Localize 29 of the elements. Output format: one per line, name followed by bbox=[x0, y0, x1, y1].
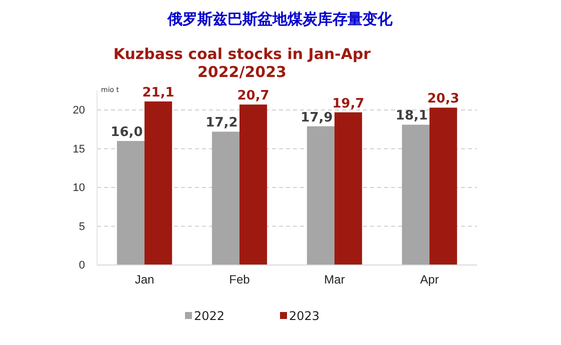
bar bbox=[212, 132, 240, 265]
data-label: 17,9 bbox=[300, 110, 333, 126]
y-tick-label: 20 bbox=[72, 104, 85, 116]
data-label: 17,2 bbox=[206, 116, 238, 131]
chart-title: 俄罗斯兹巴斯盆地煤炭库存量变化 bbox=[166, 10, 394, 28]
bar bbox=[334, 112, 362, 265]
y-tick-label: 5 bbox=[78, 220, 85, 233]
data-label: 19,7 bbox=[332, 96, 364, 112]
bar bbox=[306, 126, 334, 265]
legend-label: 2023 bbox=[289, 309, 320, 323]
data-label: 18,1 bbox=[396, 108, 428, 124]
x-tick-label: Mar bbox=[324, 272, 345, 287]
bar bbox=[402, 124, 430, 265]
y-tick-label: 10 bbox=[72, 182, 85, 194]
data-label: 20,3 bbox=[427, 92, 460, 107]
data-label: 20,7 bbox=[237, 88, 270, 104]
x-tick-label: Jan bbox=[134, 272, 154, 287]
x-tick-label: Apr bbox=[420, 272, 439, 287]
bar bbox=[240, 104, 268, 265]
data-label: 16,0 bbox=[110, 124, 143, 140]
legend-label: 2022 bbox=[194, 309, 225, 323]
x-tick-label: Feb bbox=[229, 272, 250, 287]
y-tick-label: 15 bbox=[72, 143, 85, 156]
bar bbox=[144, 101, 172, 265]
data-label: 21,1 bbox=[142, 85, 174, 100]
chart-subtitle: Kuzbass coal stocks in Jan-Apr 2022/2023 bbox=[113, 45, 372, 81]
y-tick-label: 0 bbox=[78, 260, 85, 272]
bar bbox=[116, 140, 144, 265]
bar bbox=[430, 108, 458, 265]
